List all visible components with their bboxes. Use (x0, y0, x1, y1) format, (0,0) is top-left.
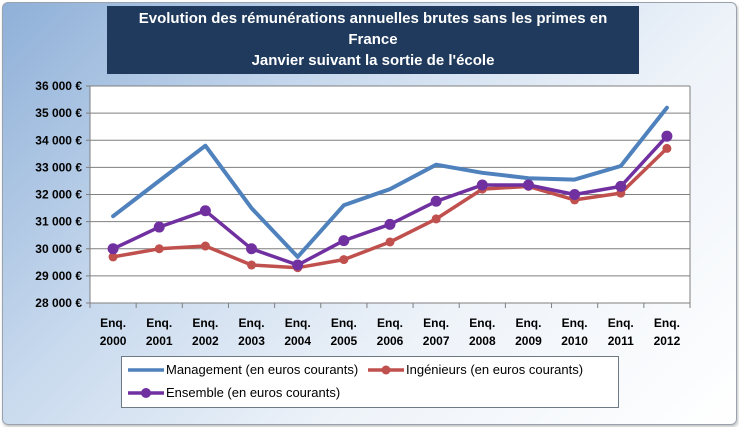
series-line-1 (111, 105, 669, 259)
legend-label-ingenieurs: Ingénieurs (en euros courants) (406, 362, 584, 377)
series-3-point (661, 130, 673, 142)
x-tick-label: Enq. (654, 316, 680, 330)
x-tick-label: Enq. (146, 316, 172, 330)
x-tick-label: 2011 (608, 334, 634, 348)
chart-title-line-3: Janvier suivant la sortie de l'école (251, 52, 495, 69)
legend-swatch-ingenieurs (368, 365, 404, 375)
series-3-point (569, 189, 581, 200)
x-tick-label: Enq. (423, 316, 449, 330)
x-tick-label: Enq. (285, 316, 311, 330)
series-3-point (476, 179, 488, 191)
y-tick-label: 29 000 € (35, 269, 82, 283)
y-tick-label: 30 000 € (35, 242, 82, 256)
x-tick-label: 2005 (330, 334, 357, 348)
series-2-point (385, 237, 395, 247)
series-3-point (615, 180, 627, 192)
x-tick-label: Enq. (515, 316, 541, 330)
chart-title-line-1: Evolution des rémunérations annuelles br… (138, 10, 608, 27)
y-tick-label: 33 000 € (35, 160, 82, 174)
x-tick-label: 2010 (561, 334, 588, 348)
series-2-point (431, 214, 441, 224)
y-tick-label: 35 000 € (35, 106, 82, 120)
legend-label-management: Management (en euros courants) (166, 362, 359, 377)
x-tick-label: 2006 (377, 334, 404, 348)
x-tick-label: 2009 (515, 334, 542, 348)
x-tick-label: Enq. (239, 316, 265, 330)
series-3-point (107, 243, 119, 255)
x-tick-label: 2003 (238, 334, 265, 348)
x-tick-label: 2001 (146, 334, 173, 348)
series-3-point (199, 205, 211, 217)
chart-legend: Management (en euros courants) Ingénieur… (121, 356, 619, 408)
series-2-point (339, 255, 349, 265)
series-3-point (338, 235, 350, 247)
x-tick-label: 2002 (192, 334, 219, 348)
series-3-point (246, 243, 258, 255)
series-2-point (200, 241, 210, 251)
series-3-point (153, 221, 165, 233)
x-tick-label: Enq. (608, 316, 634, 330)
y-tick-label: 28 000 € (35, 296, 82, 310)
x-tick-label: Enq. (562, 316, 588, 330)
x-tick-label: 2004 (284, 334, 311, 348)
x-tick-label: 2012 (654, 334, 681, 348)
series-3-point (522, 179, 534, 191)
series-3-point (384, 218, 396, 230)
x-tick-label: 2008 (469, 334, 496, 348)
y-tick-label: 31 000 € (35, 215, 82, 229)
legend-label-ensemble: Ensemble (en euros courants) (166, 385, 341, 400)
x-tick-label: Enq. (100, 316, 126, 330)
series-2-point (662, 143, 672, 153)
series-2-point (154, 244, 164, 254)
x-tick-label: Enq. (331, 316, 357, 330)
series-3-point (430, 195, 442, 207)
y-tick-label: 34 000 € (35, 133, 82, 147)
legend-swatch-management (128, 368, 164, 372)
chart-title-line-2: France (348, 31, 398, 48)
series-3-point (292, 259, 304, 271)
chart-title: Evolution des rémunérations annuelles br… (107, 6, 639, 74)
x-tick-label: 2007 (423, 334, 450, 348)
x-tick-label: Enq. (377, 316, 403, 330)
x-tick-label: Enq. (469, 316, 495, 330)
series-2-point (108, 252, 118, 262)
x-tick-label: 2000 (100, 334, 127, 348)
legend-swatch-ensemble (128, 388, 164, 398)
y-tick-label: 36 000 € (35, 79, 82, 93)
series-2-point (247, 260, 257, 270)
y-tick-label: 32 000 € (35, 188, 82, 202)
x-tick-label: Enq. (192, 316, 218, 330)
